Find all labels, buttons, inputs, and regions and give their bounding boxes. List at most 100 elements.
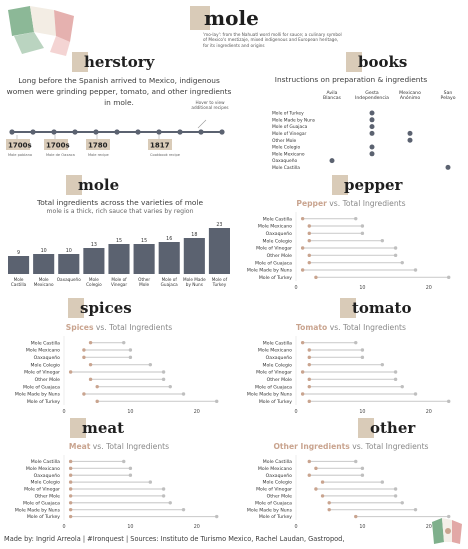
timeline-chart: Hover to view additional recipes 1700s Mole… — [6, 100, 229, 157]
other-highlight-dot — [327, 507, 331, 512]
mole-bar-value: 10 — [41, 248, 47, 254]
other-tick-label: 20 — [426, 524, 432, 530]
mole-bar — [58, 254, 80, 274]
tomato-highlight-dot — [307, 355, 311, 360]
mole-bar — [8, 256, 30, 274]
books-row-label: Mole of Guajaca — [272, 124, 308, 130]
tomato-total-dot — [380, 362, 385, 367]
pepper-row-label: Mole Made by Nuns — [247, 268, 293, 274]
tomato-highlight-dot — [300, 370, 305, 374]
meat-row-label: Oaxaqueño — [34, 473, 61, 479]
spices-total-dot — [148, 362, 153, 367]
other-row-label: Other Mole — [267, 493, 293, 499]
pepper-row-label: Mole Colegio — [263, 238, 293, 244]
other-total-dot — [360, 466, 365, 471]
other-row-label: Mole Made by Nuns — [247, 507, 293, 513]
spices-row-label: Mole Castilla — [31, 340, 60, 346]
timeline-event-year: 1817 — [150, 142, 170, 150]
spices-total-dot — [122, 340, 126, 345]
mole-bar-chart: 9 Mole Castilla 10 Mole Mexicano 10 Oaxaqueño 13… — [8, 222, 230, 287]
pepper-highlight-dot — [300, 246, 305, 250]
meat-total-dot — [168, 501, 172, 505]
mole-category-label: Other Mole — [138, 277, 150, 287]
books-cell-dot — [407, 137, 413, 143]
pepper-total-dot — [393, 246, 398, 250]
timeline-event-year: 1700s — [8, 142, 32, 150]
pepper-title: pepper — [344, 176, 403, 194]
spices-row-label: Mole Made by Nuns — [15, 392, 61, 398]
mole-bar-value: 10 — [66, 248, 72, 254]
other-row-label: Mole Colegio — [263, 480, 293, 486]
books-title: books — [358, 53, 408, 71]
meat-total-dot — [128, 466, 133, 471]
meat-highlight-dot — [68, 473, 73, 477]
spices-row-label: Mole of Guajaca — [23, 384, 60, 390]
pepper-title-rest: vs. Total Ingredients — [327, 199, 406, 208]
spices-row-label: Mole of Vinegar — [24, 370, 60, 376]
pepper-tick-label: 0 — [294, 285, 297, 291]
timeline-dot — [135, 129, 141, 135]
other-highlight-dot — [314, 466, 318, 471]
books-row-label: Other Mole — [272, 138, 297, 144]
pepper-total-dot — [447, 275, 451, 280]
timeline-dot — [114, 129, 120, 135]
tomato-highlight-dot — [307, 377, 311, 382]
mole-bar-value: 23 — [216, 222, 222, 228]
spices-row-label: Oaxaqueño — [34, 355, 61, 361]
meat-highlight-dot — [68, 466, 73, 471]
other-header: other — [358, 418, 458, 438]
other-highlight-dot — [314, 487, 318, 491]
page-title: mole — [204, 6, 259, 30]
meat-total-dot — [122, 459, 126, 464]
timeline-note-pointer — [197, 119, 207, 129]
tomato-title: tomato — [352, 299, 412, 317]
spices-total-dot — [128, 348, 133, 352]
spices-highlight-dot — [88, 340, 93, 345]
books-cell-dot — [369, 110, 375, 116]
books-row-label: Mole of Turkey — [272, 111, 304, 117]
meat-row-label: Mole of Guajaca — [23, 500, 60, 506]
books-row-label: Oaxaqueño — [272, 158, 297, 164]
pepper-total-dot — [380, 238, 385, 243]
tomato-tick-label: 0 — [294, 409, 297, 415]
pepper-row-label: Oaxaqueño — [266, 231, 293, 237]
meat-tick-label: 10 — [127, 524, 133, 530]
books-row-label: Mole Colegio — [272, 145, 300, 151]
books-row-label: Mole Made by Nuns — [272, 117, 316, 123]
books-cell-dot — [369, 117, 375, 123]
timeline-dot — [198, 129, 204, 135]
other-row-label: Mole Castilla — [263, 459, 292, 465]
pepper-row-label: Mole Castilla — [263, 216, 292, 222]
timeline-event-box — [6, 139, 30, 150]
other-title-highlight: Other Ingredients — [273, 442, 350, 451]
meat-row-label: Mole Castilla — [31, 459, 60, 465]
timeline-dot — [156, 129, 162, 135]
other-chart-title: Other Ingredients vs. Total Ingredients — [273, 442, 428, 451]
pepper-tick-label: 20 — [426, 285, 432, 291]
spices-highlight-dot — [82, 355, 86, 360]
books-column-header: Avila Blancas — [323, 90, 341, 101]
other-total-dot — [413, 507, 418, 512]
books-header: books — [346, 52, 446, 72]
spices-row-label: Other Mole — [35, 377, 61, 383]
tomato-total-dot — [354, 340, 358, 345]
tomato-row-label: Mole of Turkey — [259, 399, 292, 405]
spices-total-dot — [168, 384, 172, 389]
mole-category-label: Mole Mexicano — [34, 277, 54, 287]
pepper-total-dot — [360, 224, 365, 228]
timeline-event-box — [148, 139, 172, 150]
spices-highlight-dot — [68, 370, 73, 374]
mole-category-label: Mole Castilla — [11, 277, 27, 287]
books-cell-dot — [369, 124, 375, 130]
books-subtitle: Instructions on preparation & ingredient… — [274, 75, 428, 84]
mole-header: mole — [66, 175, 166, 195]
other-row-label: Mole of Turkey — [259, 514, 292, 520]
pepper-row-label: Mole of Vinegar — [256, 246, 292, 252]
spices-highlight-dot — [95, 399, 99, 404]
meat-row-label: Mole of Vinegar — [24, 487, 60, 493]
spices-header: spices — [68, 298, 188, 318]
mole-bar-value: 16 — [166, 236, 172, 242]
spices-total-dot — [128, 355, 133, 360]
meat-title: meat — [82, 419, 125, 437]
